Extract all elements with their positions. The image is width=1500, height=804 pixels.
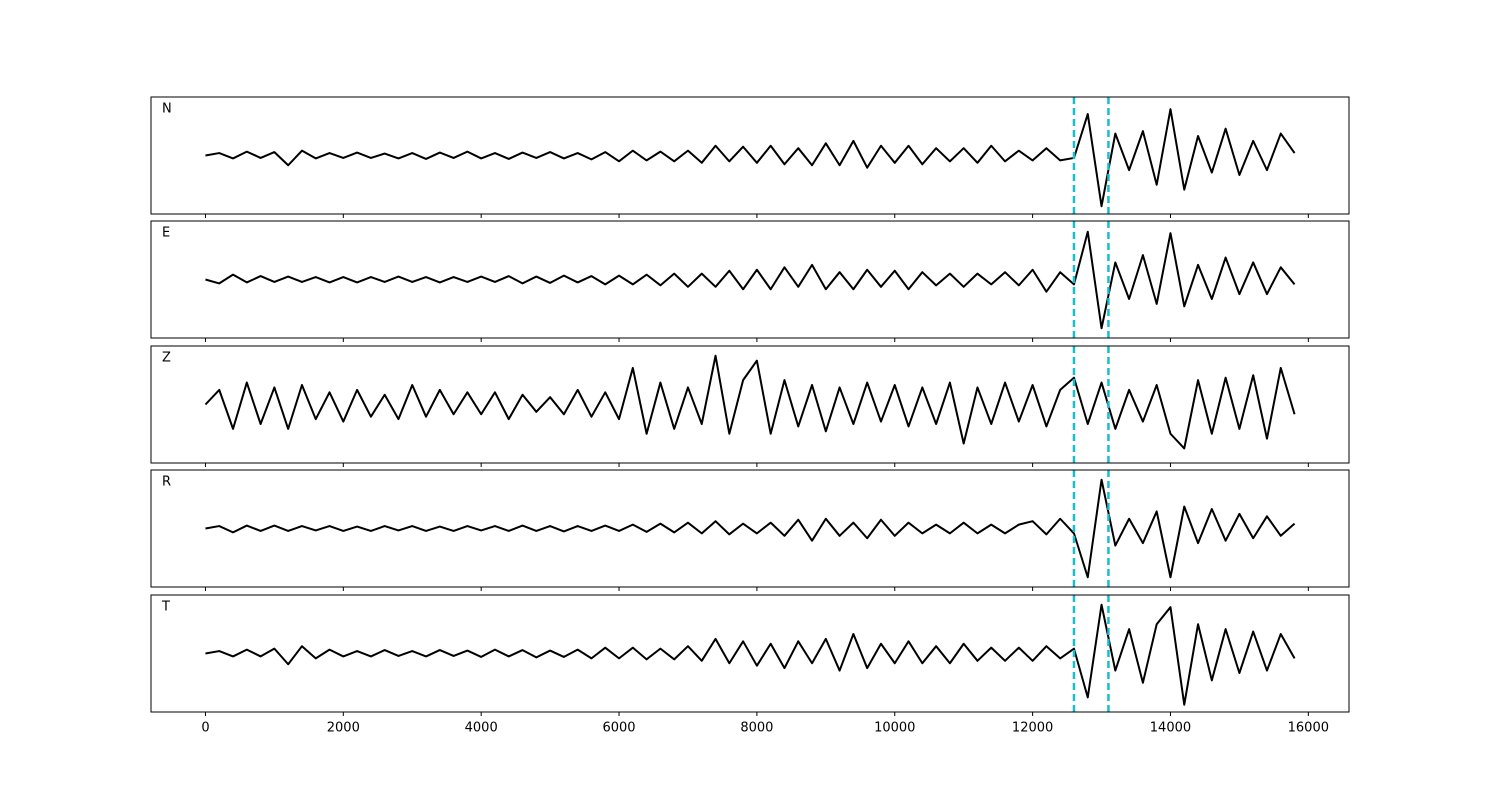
trace (205, 230, 1296, 330)
x-tick-label: 0 (201, 721, 209, 736)
panel-frame (150, 594, 1350, 713)
x-tick-label: 14000 (1150, 721, 1191, 736)
x-tick-label: 10000 (874, 721, 915, 736)
x-tick-label: 2000 (327, 721, 360, 736)
trace (205, 108, 1296, 208)
trace (204, 354, 1296, 450)
x-tick-label: 16000 (1288, 721, 1329, 736)
panel-label: Z (162, 351, 171, 366)
panel-label: E (162, 226, 170, 241)
x-tick-label: 6000 (602, 721, 635, 736)
x-tick-label: 8000 (740, 721, 773, 736)
trace (205, 603, 1296, 706)
panel-frame (150, 220, 1350, 339)
x-tick-label: 12000 (1012, 721, 1053, 736)
trace (205, 478, 1296, 579)
x-tick-label: 4000 (465, 721, 498, 736)
panel-label: T (161, 600, 170, 615)
panel-frame (150, 469, 1350, 588)
panel-frame (150, 96, 1350, 215)
panel-frame (150, 345, 1350, 464)
panel-label: R (162, 475, 171, 490)
panel-label: N (162, 102, 172, 117)
